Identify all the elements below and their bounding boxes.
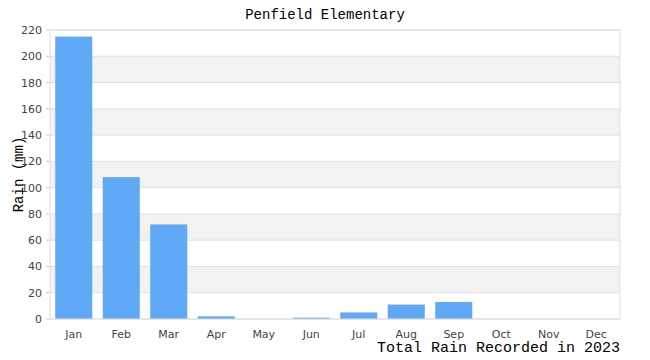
y-tick-label: 0: [35, 313, 42, 326]
bar: [150, 224, 187, 319]
y-axis-label: Rain (mm): [11, 137, 27, 213]
y-tick: [46, 187, 50, 188]
y-tick: [46, 30, 50, 31]
bar: [435, 302, 472, 319]
plot-background: [50, 30, 620, 319]
y-tick: [46, 213, 50, 214]
y-tick-label: 80: [28, 208, 42, 221]
y-tick-label: 220: [21, 24, 42, 37]
y-tick-label: 160: [21, 103, 42, 116]
subtitle: Total Rain Recorded in 2023: [377, 340, 620, 357]
grid-band: [50, 109, 620, 135]
y-tick: [46, 161, 50, 162]
bar: [388, 305, 425, 319]
y-tick-label: 40: [28, 260, 42, 273]
plot-frame: [50, 30, 620, 319]
y-tick: [46, 135, 50, 136]
y-tick: [46, 56, 50, 57]
grid-line: [50, 56, 620, 57]
x-tick-label: Jan: [64, 328, 82, 341]
y-tick: [46, 266, 50, 267]
grid-band: [50, 56, 620, 82]
y-tick: [46, 82, 50, 83]
y-tick-label: 180: [21, 77, 42, 90]
x-tick-label: Jul: [351, 328, 365, 341]
grid-line: [50, 161, 620, 162]
y-tick: [46, 240, 50, 241]
y-tick: [46, 319, 50, 320]
grid-line: [50, 135, 620, 136]
x-tick-label: Jun: [302, 328, 320, 341]
bar: [55, 37, 92, 319]
y-tick-label: 20: [28, 287, 42, 300]
y-tick: [46, 108, 50, 109]
x-tick-label: Feb: [112, 328, 131, 341]
title: Penfield Elementary: [245, 7, 405, 23]
grid-line: [50, 82, 620, 83]
x-tick-label: May: [252, 328, 275, 341]
y-tick-label: 200: [21, 50, 42, 63]
bars: [55, 37, 472, 319]
x-tick-label: Apr: [207, 328, 227, 341]
y-tick: [46, 292, 50, 293]
x-tick-label: Mar: [158, 328, 179, 341]
bar: [340, 312, 377, 319]
y-tick-label: 60: [28, 234, 42, 247]
grid-line: [50, 108, 620, 109]
chart-container: 020406080100120140160180200220JanFebMarA…: [0, 0, 650, 360]
bar: [103, 177, 140, 319]
chart-svg: 020406080100120140160180200220JanFebMarA…: [0, 0, 650, 360]
